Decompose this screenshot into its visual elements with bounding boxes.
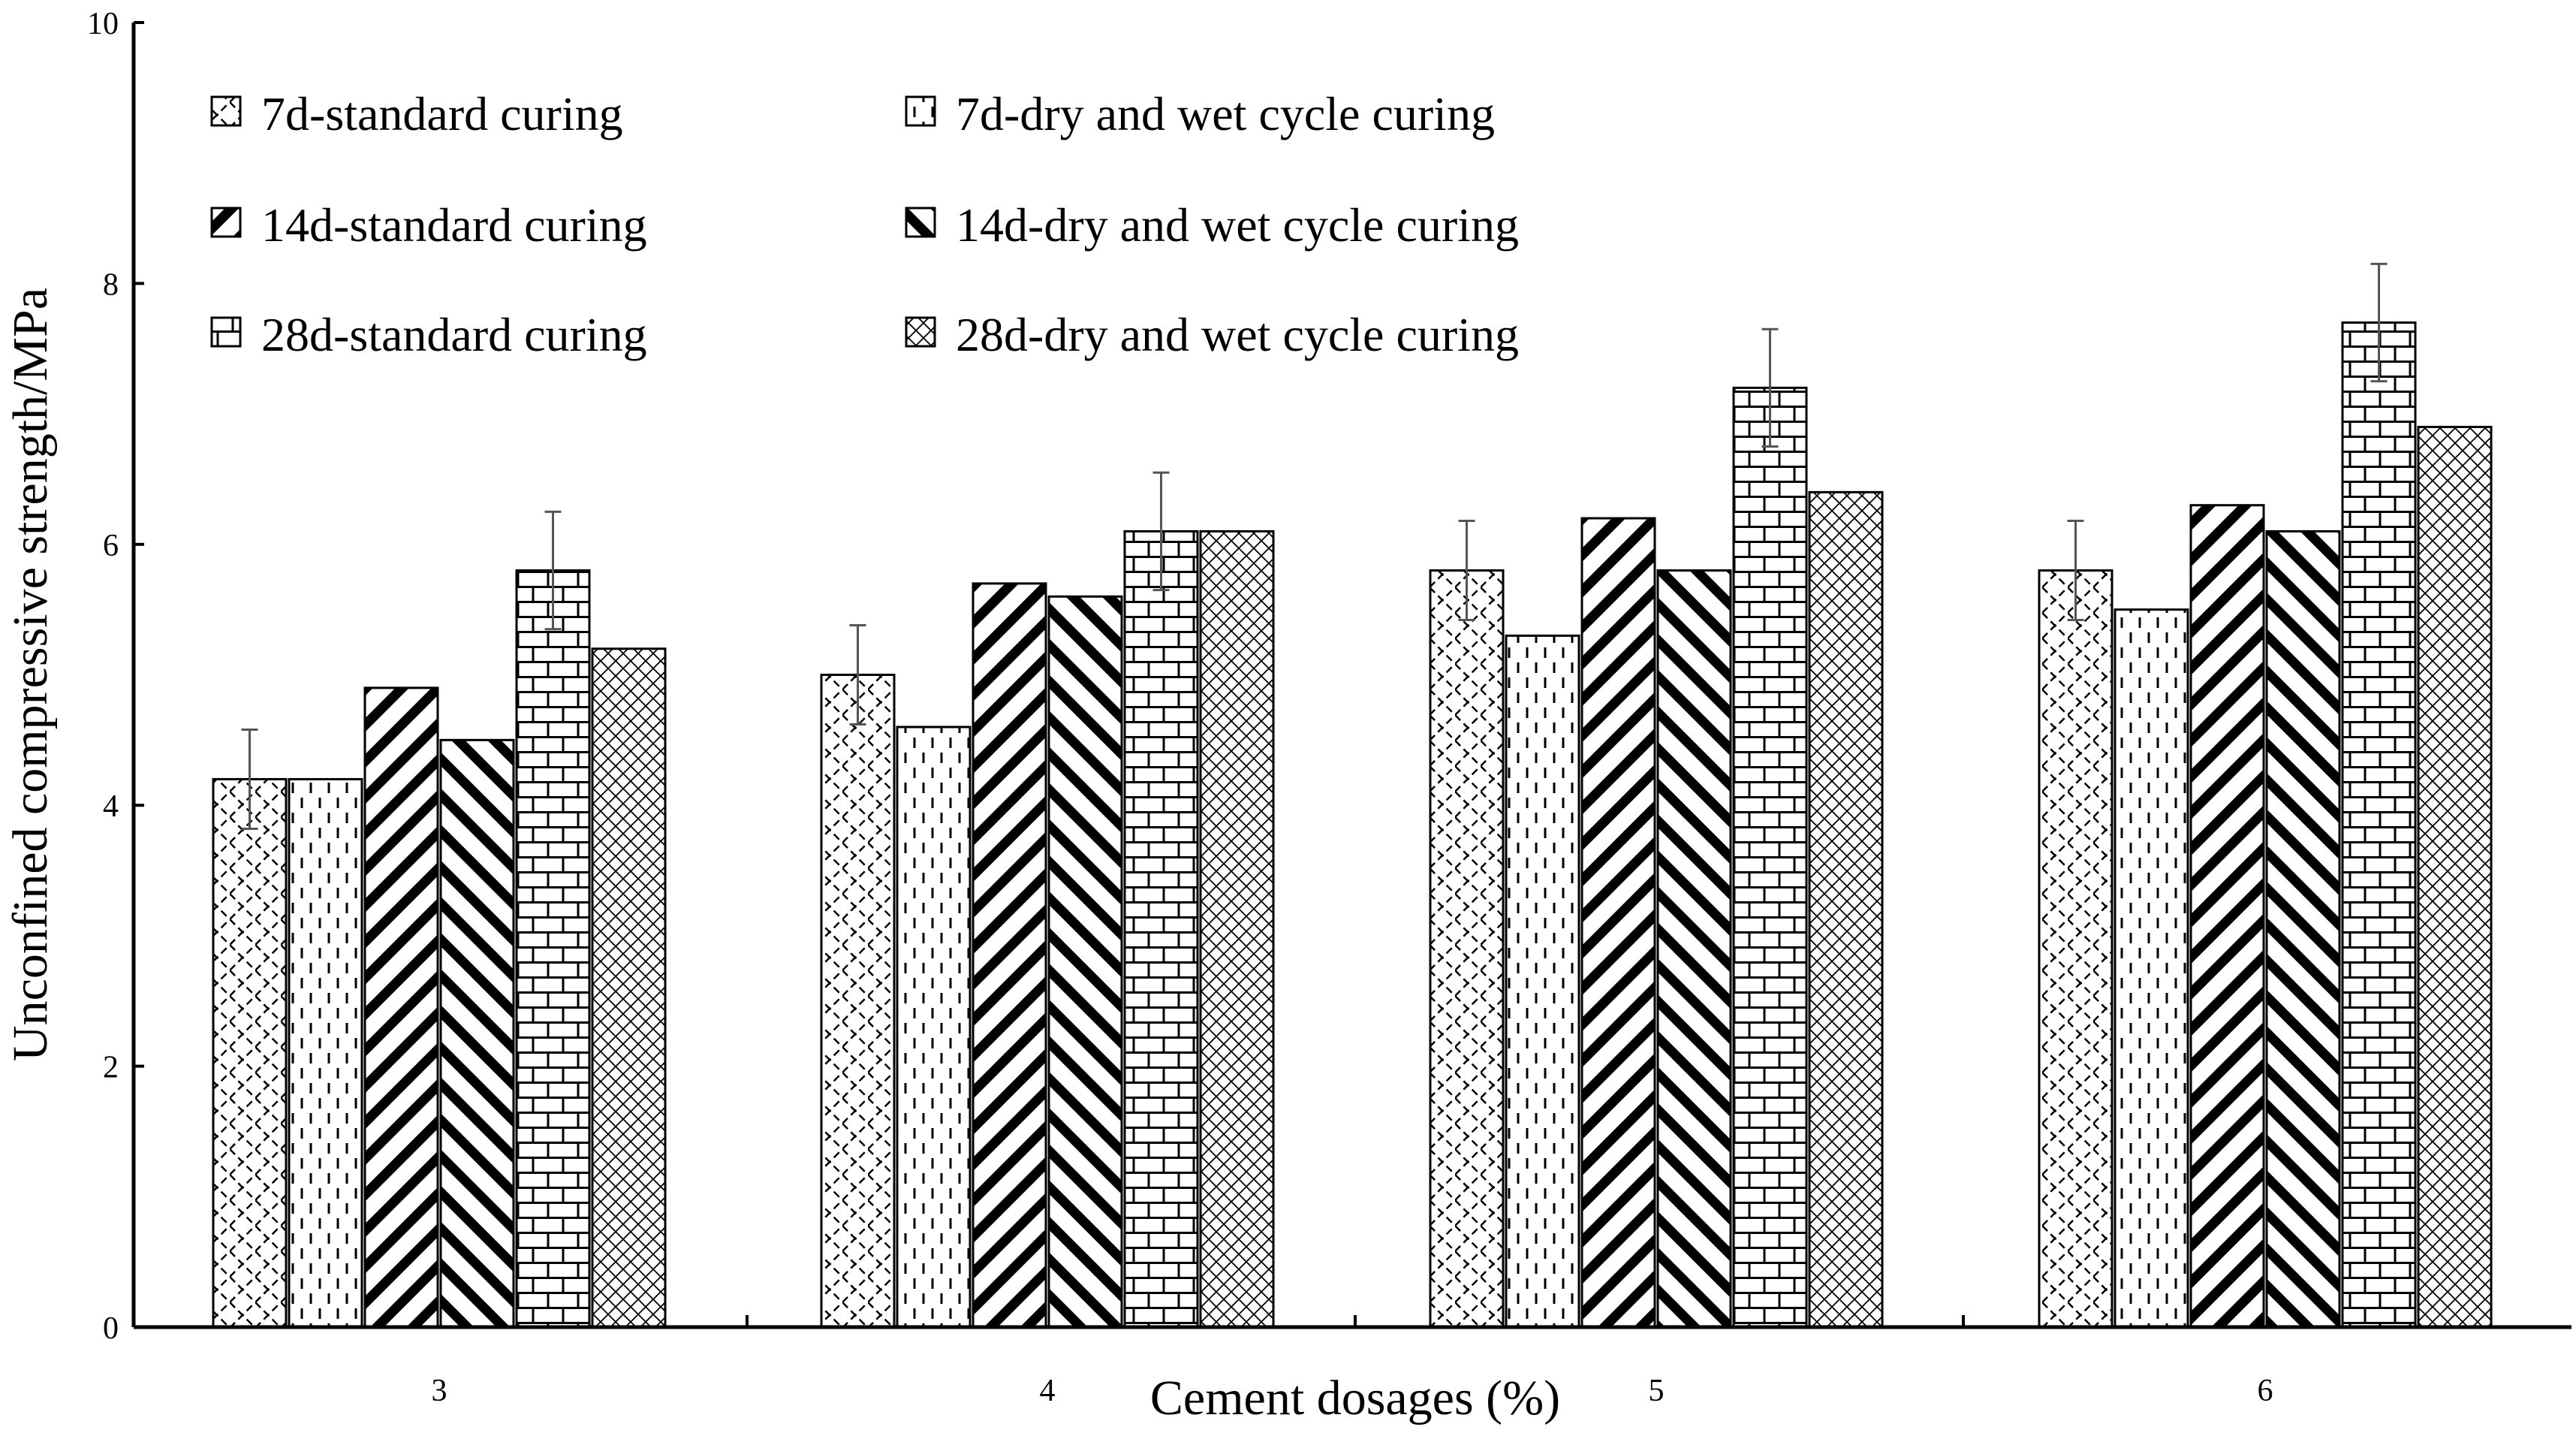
error-bar-series5-cat6: [2370, 262, 2388, 383]
y-tick-label-6: 6: [103, 529, 119, 563]
bar-series6-cat3: [591, 647, 667, 1329]
x-tick-label-5: 5: [1649, 1374, 1665, 1408]
bar-series1-cat6: [2038, 569, 2114, 1329]
legend-swatch-2: [905, 95, 936, 127]
x-axis-ticks: 3 4 5 6: [432, 1315, 2273, 1408]
legend-label-3: 14d-standard curing: [261, 198, 647, 252]
legend-label-6: 28d-dry and wet cycle curing: [956, 308, 1519, 361]
y-tick-label-10: 10: [87, 7, 119, 41]
bar-series2-cat4: [896, 726, 972, 1329]
legend-label-5: 28d-standard curing: [261, 308, 647, 361]
y-tick-label-2: 2: [103, 1051, 119, 1085]
error-bar-series1-cat3: [241, 728, 258, 830]
bar-series1-cat4: [820, 674, 896, 1329]
bar-series2-cat3: [288, 777, 363, 1329]
bar-series5-cat6: [2341, 321, 2417, 1329]
legend-swatch-5: [210, 316, 242, 348]
legend-entry-5: 28d-standard curing: [210, 308, 647, 361]
bar-series6-cat4: [1199, 529, 1275, 1329]
error-bar-series1-cat4: [849, 623, 866, 726]
legend-entry-1: 7d-standard curing: [210, 87, 623, 140]
x-axis-title: Cement dosages (%): [1150, 1371, 1560, 1425]
legend-label-4: 14d-dry and wet cycle curing: [956, 198, 1519, 252]
legend-entry-6: 28d-dry and wet cycle curing: [905, 308, 1519, 361]
y-axis-ticks: 0 2 4 6 8 10: [87, 7, 144, 1346]
error-bar-series1-cat5: [1458, 520, 1475, 622]
y-tick-label-0: 0: [103, 1311, 119, 1346]
legend-swatch-4: [905, 207, 936, 238]
legend-label-2: 7d-dry and wet cycle curing: [956, 87, 1495, 140]
bar-series1-cat5: [1429, 569, 1505, 1329]
error-bar-series1-cat6: [2067, 520, 2084, 622]
legend-swatch-6: [905, 316, 936, 348]
x-tick-label-6: 6: [2258, 1374, 2273, 1408]
x-tick-label-3: 3: [432, 1374, 447, 1408]
error-bar-series5-cat3: [544, 510, 562, 631]
legend-entry-3: 14d-standard curing: [210, 198, 647, 252]
y-tick-label-8: 8: [103, 267, 119, 302]
bar-series4-cat5: [1656, 569, 1732, 1329]
bar-series5-cat4: [1123, 529, 1199, 1329]
bar-series4-cat3: [439, 738, 515, 1329]
bar-series3-cat6: [2189, 504, 2265, 1329]
legend-entry-2: 7d-dry and wet cycle curing: [905, 87, 1495, 140]
error-bar-series5-cat4: [1152, 471, 1170, 592]
bar-series5-cat5: [1732, 386, 1808, 1329]
legend-entry-4: 14d-dry and wet cycle curing: [905, 198, 1519, 252]
legend-swatch-3: [210, 207, 242, 238]
bar-series3-cat5: [1580, 517, 1656, 1329]
error-bar-series5-cat5: [1761, 327, 1779, 448]
bar-series5-cat3: [515, 569, 591, 1329]
bar-series2-cat6: [2114, 608, 2189, 1329]
bar-series2-cat5: [1505, 634, 1580, 1329]
error-bars-layer: [241, 262, 2388, 830]
bar-series3-cat3: [363, 686, 439, 1329]
legend-swatch-1: [210, 95, 242, 127]
y-axis-title: Unconfined compressive strength/MPa: [3, 288, 58, 1061]
bar-series1-cat3: [212, 777, 288, 1329]
bars-layer: [212, 321, 2493, 1329]
bar-series4-cat6: [2265, 529, 2341, 1329]
bar-series3-cat4: [972, 582, 1047, 1329]
bar-series6-cat5: [1808, 490, 1884, 1329]
legend: 7d-standard curing 7d-dry and wet cycle c…: [210, 87, 1519, 361]
x-tick-label-4: 4: [1040, 1374, 1056, 1408]
y-tick-label-4: 4: [103, 789, 119, 824]
bar-series4-cat4: [1047, 595, 1123, 1329]
bar-series6-cat6: [2417, 425, 2493, 1329]
legend-label-1: 7d-standard curing: [261, 87, 623, 140]
